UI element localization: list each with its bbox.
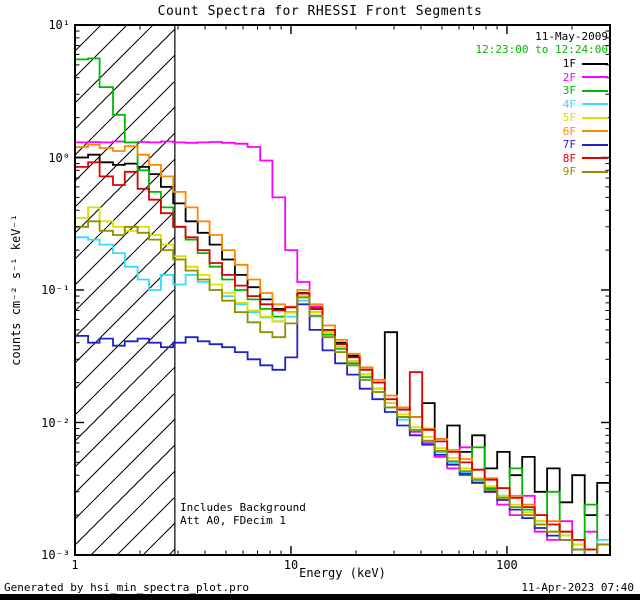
window-bottom-edge [0,594,640,600]
legend-label: 8F [562,151,576,165]
x-tick-label: 100 [496,558,518,572]
series-8F-line [75,161,610,555]
background-note: Includes Background [180,501,306,514]
y-tick-label: 10⁻³ [41,548,70,562]
legend-item-6F: 6F [563,125,608,139]
legend-line-swatch [582,130,608,133]
legend-item-3F: 3F [563,84,608,98]
legend-line-swatch [582,76,608,79]
observation-time-range: 12:23:00 to 12:24:00 [475,43,608,56]
legend-item-1F: 1F [563,57,608,71]
legend-line-swatch [582,103,608,106]
x-axis-label: Energy (keV) [299,566,386,580]
legend-line-swatch [582,89,608,92]
y-tick-label: 10⁻¹ [41,283,70,297]
legend-label: 4F [562,97,576,111]
legend-label: 9F [562,165,576,179]
attenuator-note: Att A0, FDecim 1 [180,514,286,527]
generated-by-text: Generated by hsi_min_spectra_plot.pro [4,581,250,594]
axis-ticks [74,24,611,556]
legend-item-8F: 8F [563,152,608,166]
legend: 1F 2F 3F 4F 5F 6F 7F 8F 9F [563,57,608,179]
excluded-region-hatch [75,25,175,555]
legend-item-9F: 9F [563,165,608,179]
legend-item-4F: 4F [563,98,608,112]
legend-item-7F: 7F [563,138,608,152]
series-5F-line [75,206,610,555]
y-tick-label: 10¹ [48,18,70,32]
y-tick-label: 10⁻² [41,415,70,430]
generation-timestamp: 11-Apr-2023 07:40 [521,581,634,594]
y-axis-label: counts cm⁻² s⁻¹ keV⁻¹ [9,214,23,366]
legend-line-swatch [582,157,608,160]
legend-label: 5F [562,111,576,125]
legend-item-2F: 2F [563,71,608,85]
legend-label: 7F [562,138,576,152]
x-tick-label: 10 [283,558,299,572]
observation-date: 11-May-2009 [535,30,608,43]
legend-label: 2F [562,70,576,84]
legend-label: 6F [562,124,576,138]
legend-label: 1F [562,57,576,71]
legend-line-swatch [582,62,608,65]
legend-label: 3F [562,84,576,98]
legend-line-swatch [582,170,608,173]
series-3F-line [75,57,610,555]
y-tick-label: 10⁰ [48,150,70,165]
plot-title: Count Spectra for RHESSI Front Segments [157,4,483,19]
legend-line-swatch [582,116,608,119]
series-9F-line [75,220,610,555]
legend-line-swatch [582,143,608,146]
series-6F-line [75,143,610,555]
spectra-series [75,57,610,555]
x-tick-label: 1 [71,558,79,572]
legend-item-5F: 5F [563,111,608,125]
